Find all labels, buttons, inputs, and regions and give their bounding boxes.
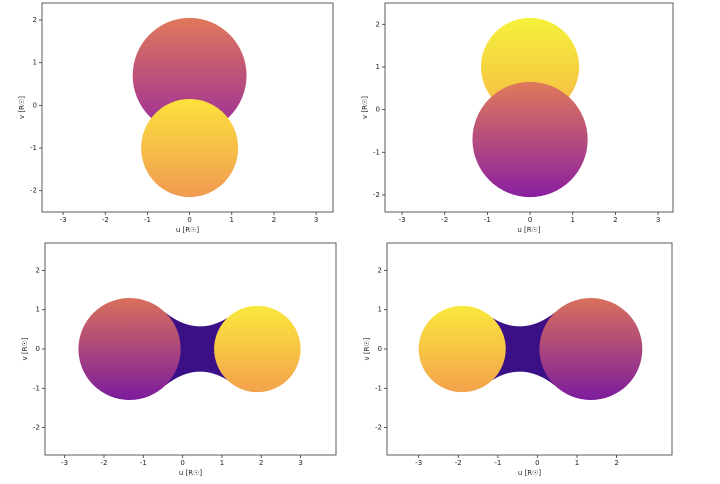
y-tick-label: -1 [30,144,37,152]
x-tick-label: 3 [298,459,302,467]
star [539,297,643,401]
y-tick-label: 1 [36,306,40,314]
x-tick-label: 0 [180,459,184,467]
y-tick-label: -2 [33,424,40,432]
x-tick-label: 1 [230,216,234,224]
contact-neck [165,312,228,386]
x-tick-label: 2 [613,216,617,224]
x-tick-label: 2 [272,216,276,224]
x-tick-label: 0 [187,216,191,224]
contact-neck [492,312,556,386]
x-tick-label: 2 [259,459,263,467]
y-tick-label: -1 [375,384,382,392]
x-tick-label: -3 [399,216,406,224]
y-tick-label: -2 [30,187,37,195]
y-tick-label: 2 [33,16,37,24]
x-tick-label: 3 [314,216,318,224]
star [418,305,506,393]
y-tick-label: -1 [33,384,40,392]
y-tick-label: 1 [33,59,37,67]
x-tick-label: -2 [102,216,109,224]
x-tick-label: 3 [656,216,660,224]
x-tick-label: -1 [494,459,501,467]
star [472,81,588,198]
x-axis-label: u [R☉] [518,469,542,477]
star [141,98,239,198]
y-tick-label: 1 [376,63,380,71]
x-tick-label: -1 [144,216,151,224]
subplot: -3 -2 -1 0 1 2 3 -2 -1 0 1 2 u [R☉] v [R☉] [18,2,334,234]
subplot: -3 -2 -1 0 1 2 -2 -1 0 1 2 u [R☉] v [R☉] [363,242,673,477]
x-tick-label: -3 [415,459,422,467]
y-tick-label: 0 [33,101,37,109]
star [214,305,301,393]
x-tick-label: 0 [528,216,532,224]
y-axis-label: v [R☉] [18,96,26,119]
y-tick-label: 2 [36,266,40,274]
y-tick-label: 0 [376,106,380,114]
y-axis-label: v [R☉] [363,337,371,360]
y-tick-label: -1 [373,148,380,156]
y-tick-label: -2 [373,191,380,199]
y-axis-label: v [R☉] [361,96,369,119]
x-axis-label: u [R☉] [517,226,541,234]
x-tick-label: -1 [140,459,147,467]
x-tick-label: -3 [60,216,67,224]
y-axis-label: v [R☉] [21,337,29,360]
x-tick-label: 1 [575,459,579,467]
y-tick-label: 2 [378,266,382,274]
x-axis-label: u [R☉] [179,469,203,477]
y-tick-label: 1 [378,306,382,314]
x-tick-label: -2 [100,459,107,467]
axes-frame [384,2,674,213]
subplot: -3 -2 -1 0 1 2 3 -2 -1 0 1 2 u [R☉] v [R☉] [21,242,337,477]
x-tick-label: 1 [570,216,574,224]
star [132,17,247,134]
subplot: -3 -2 -1 0 1 2 3 -2 -1 0 1 2 u [R☉] v [R☉] [361,2,674,234]
x-tick-label: 2 [614,459,618,467]
axes-frame [41,2,334,213]
y-tick-label: 0 [378,345,382,353]
y-tick-label: 2 [376,20,380,28]
x-tick-label: 1 [220,459,224,467]
x-tick-label: -1 [484,216,491,224]
y-tick-label: -2 [375,424,382,432]
x-tick-label: 0 [535,459,539,467]
plot-area [132,17,247,198]
x-tick-label: -3 [61,459,68,467]
x-tick-label: -2 [455,459,462,467]
plot-area [472,17,588,198]
plot-area [418,297,643,401]
star [78,297,181,401]
plot-area [78,297,301,401]
y-tick-label: 0 [36,345,40,353]
x-tick-label: -2 [441,216,448,224]
x-axis-label: u [R☉] [176,226,200,234]
